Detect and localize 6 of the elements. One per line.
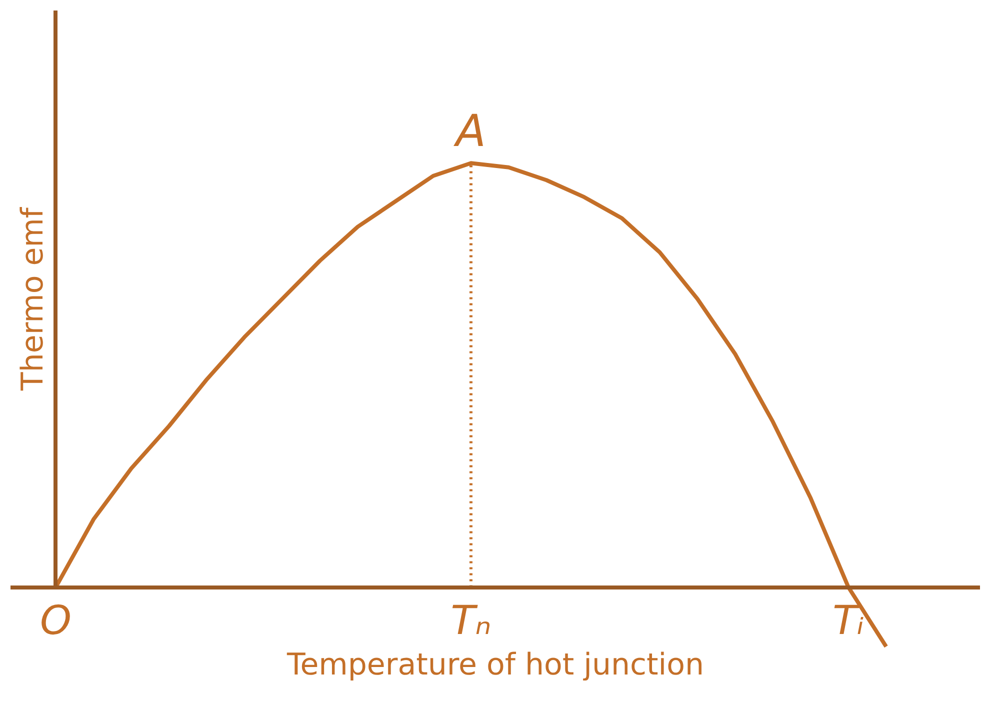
x-tick-label: Tₙ [450, 598, 492, 644]
x-tick-label: Tᵢ [832, 598, 864, 644]
x-tick-label: O [40, 598, 72, 644]
y-axis-title: Thermo emf [16, 206, 50, 392]
annotation: A [452, 106, 486, 158]
x-axis-title: Temperature of hot junction [286, 648, 704, 682]
